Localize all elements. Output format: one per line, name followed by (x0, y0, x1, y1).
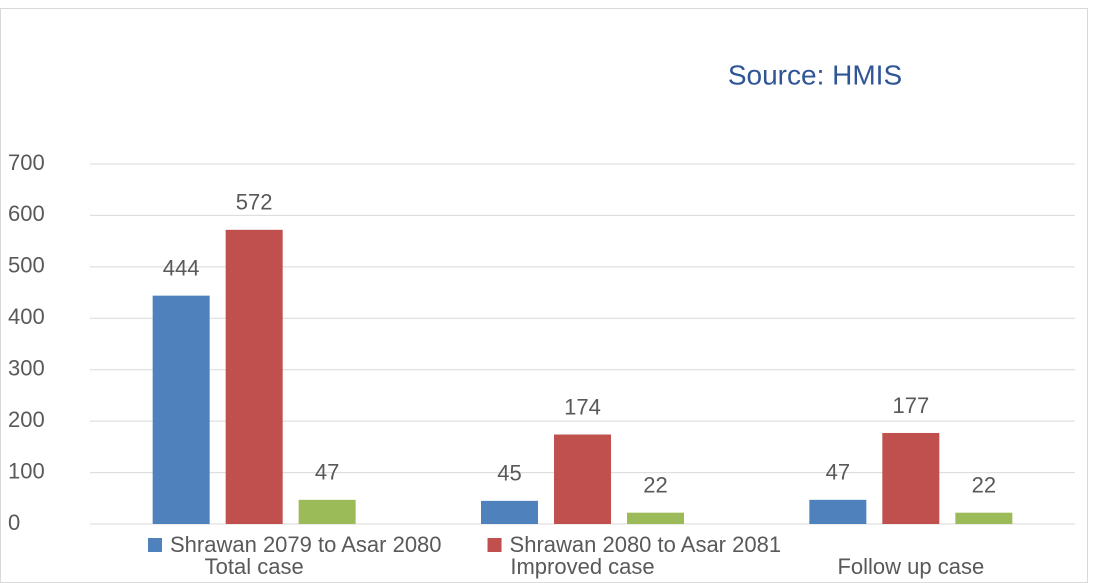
data-label: 572 (236, 190, 273, 215)
y-tick-label: 600 (8, 201, 45, 226)
y-tick-label: 700 (8, 150, 45, 175)
legend-label: Shrawan 2079 to Asar 2080 (170, 532, 442, 557)
bar (225, 229, 283, 525)
bar (955, 512, 1013, 524)
bar (554, 434, 611, 524)
bar (298, 499, 356, 524)
data-label: 45 (497, 461, 521, 486)
data-label: 22 (643, 472, 667, 497)
y-tick-label: 500 (8, 253, 45, 278)
x-tick-label: Improved case (510, 554, 654, 579)
x-tick-label: Total case (205, 554, 304, 579)
data-label: 174 (564, 394, 601, 419)
data-label: 177 (892, 393, 929, 418)
bar (627, 512, 684, 524)
data-label: 47 (826, 460, 850, 485)
bar (882, 432, 940, 524)
data-label: 47 (315, 460, 339, 485)
bar (152, 295, 210, 524)
legend-label: Shrawan 2080 to Asar 2081 (510, 532, 782, 557)
y-tick-label: 200 (8, 407, 45, 432)
y-tick-label: 400 (8, 304, 45, 329)
chart-title: Source: HMIS (728, 59, 902, 90)
legend-swatch (487, 538, 502, 552)
bar (809, 499, 867, 524)
legend-swatch (148, 538, 162, 552)
x-tick-label: Follow up case (837, 554, 984, 579)
data-label: 444 (163, 255, 200, 280)
y-tick-label: 100 (8, 458, 45, 483)
y-tick-label: 0 (8, 510, 20, 535)
bar (481, 500, 538, 524)
data-label: 22 (972, 472, 996, 497)
y-tick-label: 300 (8, 356, 45, 381)
